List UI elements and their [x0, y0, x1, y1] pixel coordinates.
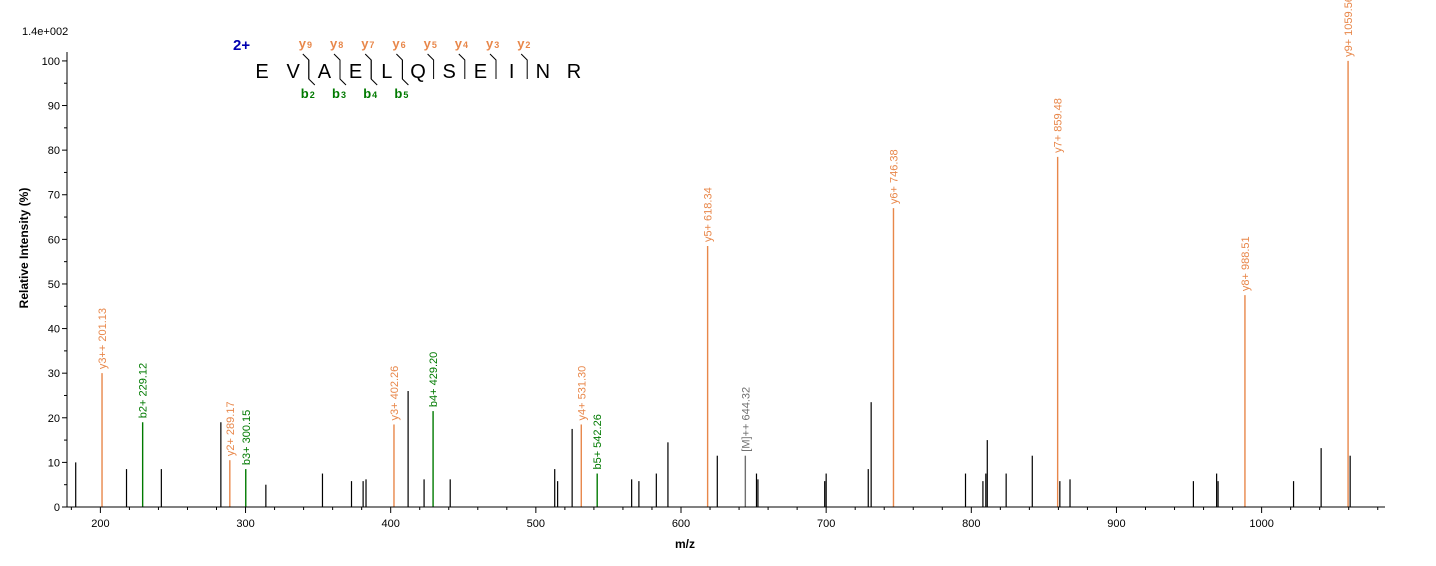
y-ion-marker: y9 — [299, 36, 312, 51]
b-ion-index: 2 — [310, 90, 315, 100]
peak-label: b4+ 429.20 — [428, 352, 440, 407]
peak-label: b5+ 542.26 — [592, 414, 604, 469]
x-axis-title: m/z — [675, 537, 695, 551]
y-ticks: 0 10 20 30 40 50 60 70 80 90 100 — [42, 56, 67, 514]
peak-label: b3+ 300.15 — [241, 410, 253, 465]
sequence-residue: V — [287, 61, 301, 83]
y-tick-label: 90 — [48, 101, 60, 113]
y-axis-title: Relative Intensity (%) — [17, 188, 31, 309]
sequence-residue: A — [318, 61, 332, 83]
annotated-peaks: y3++ 201.13 b2+ 229.12 y2+ 289.17 b3+ 300.1… — [97, 0, 1355, 507]
y-ion-index: 3 — [494, 40, 499, 50]
peak-label: y3++ 201.13 — [97, 308, 109, 369]
peak-label: y9+ 1059.56 — [1343, 0, 1355, 57]
y-ion-index: 4 — [463, 40, 468, 50]
x-tick-label: 1000 — [1249, 518, 1273, 530]
b-ion-marker: b4 — [363, 86, 377, 101]
b-ion-marker: b3 — [332, 86, 346, 101]
peak-label: [M]++ 644.32 — [740, 387, 752, 452]
y-ion-bracket — [396, 53, 403, 79]
b-ion-index: 5 — [403, 90, 408, 100]
b-ion-bracket — [370, 60, 378, 86]
peak-label: y4+ 531.30 — [576, 366, 588, 421]
y-ion-index: 6 — [401, 40, 406, 50]
x-tick-label: 200 — [91, 518, 109, 530]
sequence-residue: E — [349, 61, 362, 83]
y-ion-bracket — [364, 53, 372, 79]
peak-label: y8+ 988.51 — [1240, 236, 1252, 291]
y-ion-bracket — [302, 53, 310, 79]
y-tick-label: 10 — [48, 457, 60, 469]
y-ion-marker: y3 — [486, 36, 499, 51]
y-ion-marker: y7 — [361, 36, 374, 51]
y-ion-marker: y8 — [330, 36, 343, 51]
y-tick-label: 100 — [42, 56, 60, 68]
y-ion-marker: y6 — [392, 36, 405, 51]
peak-label: y5+ 618.34 — [703, 187, 715, 242]
y-ion-marker: y4 — [455, 36, 468, 51]
x-tick-label: 800 — [962, 518, 980, 530]
sequence-residue: I — [509, 61, 515, 83]
x-tick-label: 400 — [382, 518, 400, 530]
sequence-residue: R — [567, 61, 581, 83]
peak-label: y7+ 859.48 — [1053, 98, 1065, 153]
y-ion-bracket — [520, 53, 528, 79]
peak-label: y3+ 402.26 — [389, 366, 401, 421]
y-tick-label: 0 — [54, 502, 60, 514]
x-tick-label: 500 — [527, 518, 545, 530]
intensity-max-label: 1.4e+002 — [22, 26, 68, 38]
b-ion-bracket — [308, 60, 316, 86]
peak-label: y2+ 289.17 — [225, 401, 237, 456]
y-ion-index: 2 — [525, 40, 530, 50]
y-ion-marker: y5 — [424, 36, 437, 51]
sequence-residue: L — [381, 61, 392, 83]
y-ion-bracket — [333, 53, 341, 79]
b-ion-marker: b5 — [394, 86, 408, 101]
y-ion-index: 9 — [307, 40, 312, 50]
y-ion-index: 5 — [432, 40, 437, 50]
y-tick-label: 40 — [48, 324, 60, 336]
b-ion-bracket — [401, 60, 409, 86]
b-ion-index: 3 — [341, 90, 346, 100]
peak-label: y6+ 746.38 — [888, 149, 900, 204]
b-ion-marker: b2 — [301, 86, 315, 101]
y-tick-label: 70 — [48, 190, 60, 202]
x-tick-label: 300 — [236, 518, 254, 530]
x-tick-label: 700 — [817, 518, 835, 530]
b-ion-bracket — [339, 60, 347, 86]
sequence-residue: E — [255, 61, 268, 83]
sequence-residue: N — [536, 61, 550, 83]
unmatched-peaks — [75, 391, 1351, 507]
y-ion-index: 7 — [369, 40, 374, 50]
y-ion-marker: y2 — [517, 36, 530, 51]
y-ion-bracket — [427, 53, 435, 79]
x-tick-label: 900 — [1107, 518, 1125, 530]
x-ticks: 200 300 400 500 600 700 800 900 1000 — [70, 507, 1379, 530]
y-tick-label: 20 — [48, 413, 60, 425]
y-tick-label: 30 — [48, 368, 60, 380]
y-ion-bracket — [458, 53, 466, 79]
peak-label: b2+ 229.12 — [138, 363, 150, 418]
b-ion-index: 4 — [372, 90, 377, 100]
y-ion-bracket — [489, 53, 497, 79]
y-tick-label: 80 — [48, 145, 60, 157]
sequence-residue: E — [474, 61, 487, 83]
x-tick-label: 600 — [672, 518, 690, 530]
sequence-residue: Q — [410, 61, 426, 83]
y-tick-label: 50 — [48, 279, 60, 291]
sequence-residue: S — [443, 61, 456, 83]
y-tick-label: 60 — [48, 234, 60, 246]
y-ion-index: 8 — [338, 40, 343, 50]
charge-state: 2+ — [233, 37, 250, 54]
